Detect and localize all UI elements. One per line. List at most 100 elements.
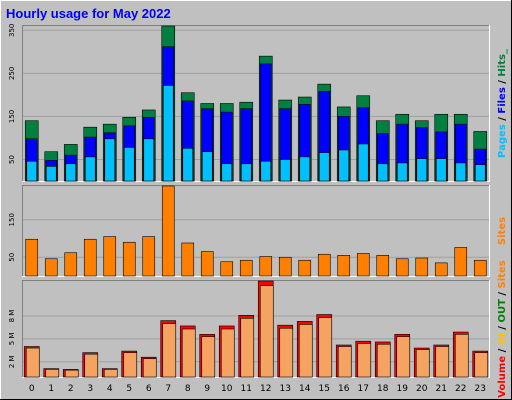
sites-bar [181,242,195,277]
in-bar [396,336,411,378]
x-tick-label: 3 [87,384,93,394]
in-bar [357,343,372,378]
x-tick-label: 19 [397,384,409,394]
in-bar [376,343,391,378]
x-tick-label: 16 [338,384,350,394]
pages-bar [357,143,369,182]
y-tick-label: 350 [8,24,16,37]
in-bar [279,327,294,378]
pages-bar [396,162,408,182]
x-tick-label: 18 [377,384,389,394]
in-bar [337,346,352,378]
in-bar [142,358,157,378]
sites-bar [239,259,253,277]
legend-entry: Files [497,87,508,113]
in-bar [240,318,255,378]
sites-bar [25,238,39,277]
pages-bar [318,152,330,182]
x-tick-label: 22 [455,384,466,394]
in-bar [318,317,333,378]
pages-bar [104,138,116,182]
in-bar [201,336,216,378]
sites-bar [44,258,58,277]
in-bar [45,369,60,378]
y-tick-label: 150 [8,110,16,123]
x-tick-label: 11 [241,384,252,394]
x-tick-label: 5 [126,384,132,394]
y-tick-label: 2 M [8,355,16,368]
x-tick-label: 0 [29,384,35,394]
panel-1: 50 150 250 350 Pages / Files / Hits_ [8,24,508,182]
x-tick-label: 1 [48,384,54,394]
panel-2: 50 150 Sites [8,185,508,277]
pages-bar [377,163,389,182]
sites-bar [83,238,97,277]
sites-bar [278,256,292,277]
in-bar [259,285,274,378]
legend-entry: / [497,345,508,356]
y-tick-label: 5 M [8,333,16,346]
x-tick-label: 12 [260,384,271,394]
in-bar [415,349,430,378]
x-tick-label: 8 [185,384,191,394]
x-tick-label: 20 [416,384,428,394]
x-tick-label: 21 [436,384,447,394]
pages-bar [455,162,467,182]
in-bar [435,346,450,378]
pages-bar [435,158,447,182]
in-bar [162,323,177,378]
sites-bar [376,255,390,277]
x-tick-label: 23 [475,384,486,394]
pages-bar [182,147,194,182]
chart-title: Hourly usage for May 2022 [6,6,171,21]
x-tick-label: 9 [204,384,210,394]
sites-bar [103,236,117,277]
in-bar [25,347,40,378]
legend-entry: Sites [497,260,508,288]
in-bar [64,369,79,378]
in-bar [103,369,118,378]
sites-bar [220,261,234,277]
sites-bar [200,251,214,277]
pages-bar [416,158,428,182]
pages-bar [279,159,291,182]
x-tick-label: 17 [358,384,369,394]
x-tick-label: 2 [68,384,74,394]
sites-bar [142,236,156,277]
pages-bar [45,166,57,182]
sites-bar [64,252,78,277]
legend-entry: / [497,77,508,88]
sites-bar [395,258,409,277]
x-tick-label: 7 [165,384,171,394]
pages-bar [201,151,213,182]
sites-bar [473,259,487,277]
pages-bar [84,156,96,182]
sites-bar [122,241,136,277]
pages-bar [26,160,38,182]
pages-bar [240,163,252,182]
in-bar [181,328,196,378]
pages-bar [162,85,174,182]
y-tick-label: 250 [8,67,16,80]
y-tick-label: 8 M [8,310,16,323]
panel-plot-area [22,185,490,277]
in-bar [84,353,99,378]
panel-legend: Pages / Files / Hits_ [497,49,508,158]
pages-bar [143,138,155,182]
legend-entry: Hits_ [497,49,508,77]
x-tick-label: 15 [319,384,330,394]
panel-legend: Sites [497,217,508,245]
pages-bar [299,156,311,182]
panel-plot-area [22,25,490,182]
sites-bar [454,247,468,277]
x-tick-label: 13 [280,384,291,394]
x-tick-label: 4 [107,384,113,394]
pages-bar [65,163,77,182]
pages-bar [338,149,350,182]
panel-legend: Volume / IN / OUT / Sites [497,260,508,397]
x-tick-label: 10 [221,384,233,394]
sites-bar [434,262,448,277]
y-tick-label: 150 [8,213,16,226]
sites-bar [317,253,331,277]
in-bar [474,352,489,378]
